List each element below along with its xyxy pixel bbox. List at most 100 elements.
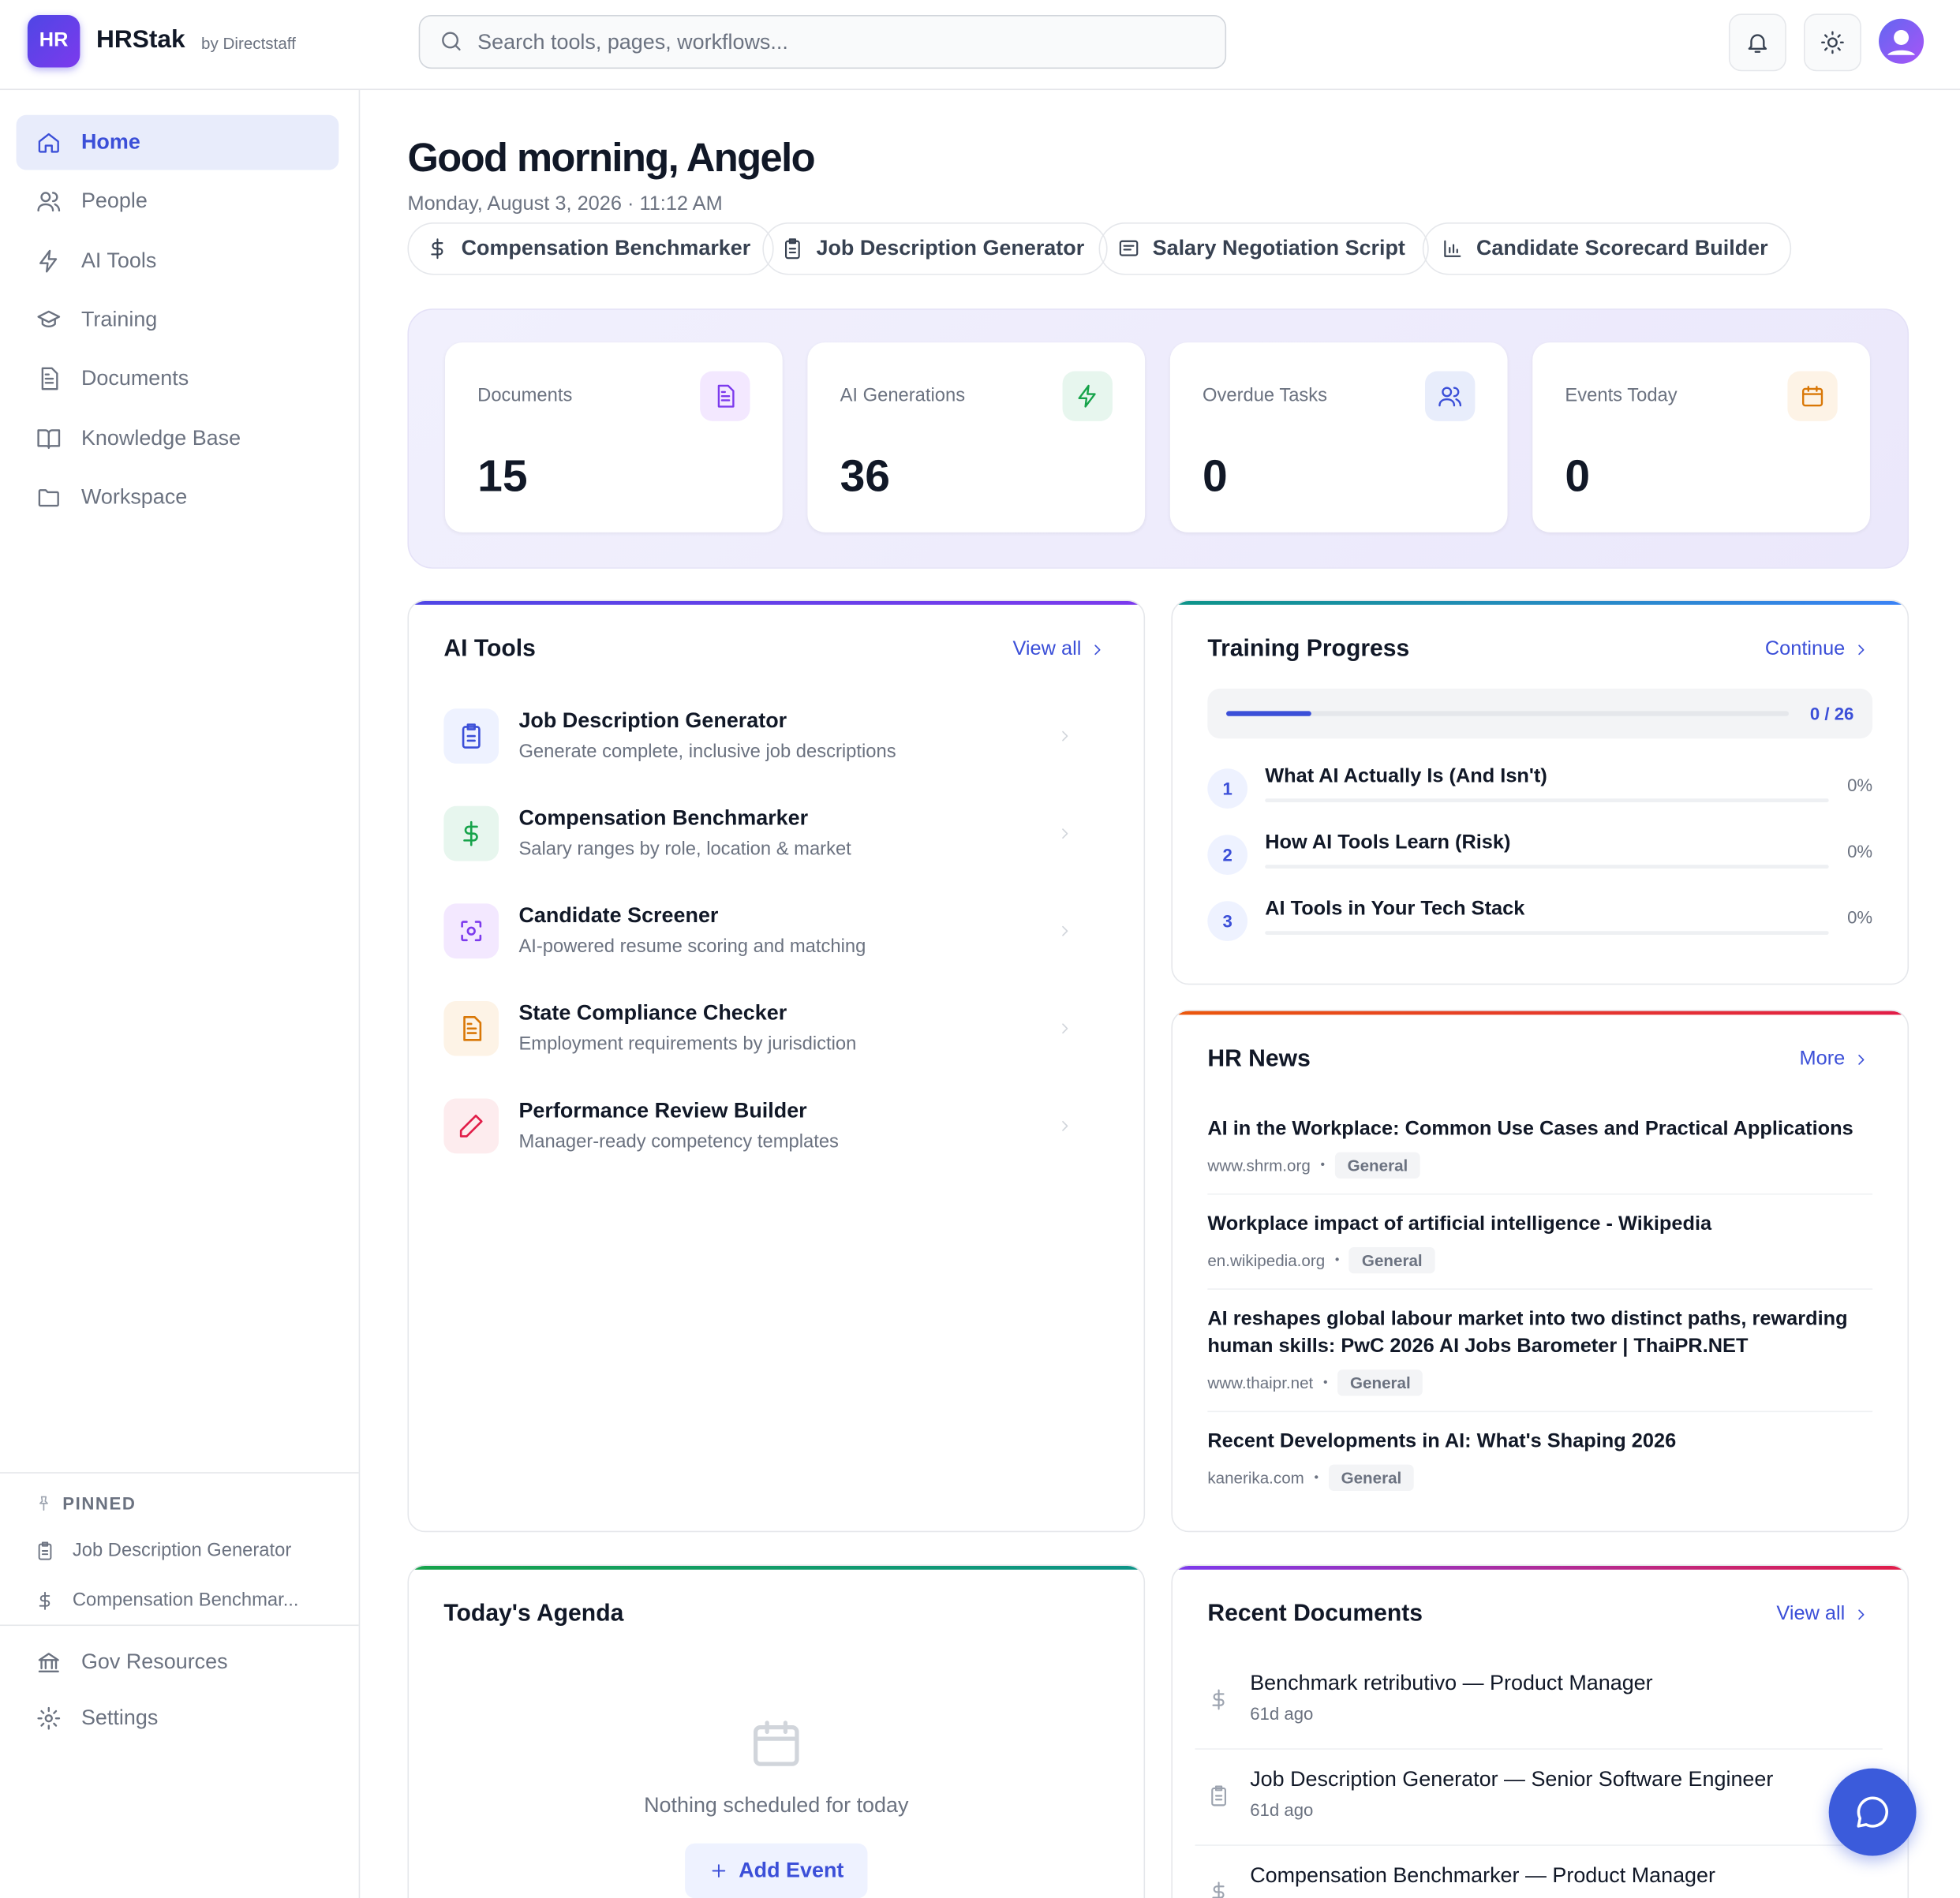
icon	[1094, 644, 1101, 656]
separator: •	[1314, 1470, 1319, 1485]
card-link[interactable]: View all	[1776, 1604, 1870, 1627]
stat-label: Documents	[477, 384, 573, 406]
document-item[interactable]: Benchmark retributivo — Product Manager 6…	[1195, 1656, 1883, 1750]
nav-item[interactable]: Workspace	[17, 469, 339, 525]
tool-name: Job Description Generator	[518, 708, 787, 733]
tool-desc: Generate complete, inclusive job descrip…	[518, 741, 896, 763]
icon	[1062, 925, 1068, 936]
quick-action[interactable]: Candidate Scorecard Builder	[1422, 222, 1792, 275]
card-accent	[409, 601, 1144, 605]
chat-button[interactable]	[1828, 1768, 1917, 1856]
greeting: Good morning, Angelo	[407, 135, 815, 181]
news-meta: kanerika.com • General	[1207, 1464, 1872, 1491]
avatar-icon	[1887, 30, 1915, 55]
nav-label: Home	[80, 129, 140, 154]
card-link-label: Continue	[1764, 638, 1846, 660]
tool-item[interactable]: Performance Review Builder Manager-ready …	[443, 1089, 1109, 1164]
logo: HR	[27, 15, 80, 68]
news-tag: General	[1349, 1247, 1435, 1274]
news-meta: en.wikipedia.org • General	[1207, 1247, 1872, 1274]
training-module[interactable]: 1 What AI Actually Is (And Isn't) 0%	[1207, 764, 1872, 813]
tool-item[interactable]: State Compliance Checker Employment requi…	[443, 991, 1109, 1066]
news-title: Recent Developments in AI: What's Shapin…	[1207, 1430, 1677, 1452]
document-item[interactable]: Job Description Generator — Senior Softw…	[1195, 1752, 1883, 1846]
card-link[interactable]: Continue	[1765, 639, 1870, 662]
ai-tools-card: AI Tools View all Job Description Generato…	[407, 600, 1146, 1533]
module-title: AI Tools in Your Tech Stack	[1265, 899, 1525, 920]
training-module[interactable]: 2 How AI Tools Learn (Risk) 0%	[1207, 830, 1872, 880]
module-title: What AI Actually Is (And Isn't)	[1265, 766, 1547, 788]
nav-label: Documents	[80, 366, 189, 390]
stat-icon	[1424, 371, 1476, 421]
header: HR HRStak by Directstaff Search tools, page…	[0, 0, 1960, 91]
icon	[717, 384, 735, 408]
tool-icon	[443, 805, 499, 861]
quick-action[interactable]: Job Description Generator	[762, 222, 1109, 275]
tool-icon	[443, 708, 499, 764]
news-item[interactable]: Recent Developments in AI: What's Shapin…	[1207, 1429, 1872, 1506]
tool-item[interactable]: Job Description Generator Generate comple…	[443, 699, 1109, 774]
user-avatar[interactable]	[1879, 18, 1924, 64]
notifications-button[interactable]	[1728, 13, 1786, 72]
tool-name: Candidate Screener	[518, 903, 719, 928]
divider	[0, 1472, 359, 1474]
news-item[interactable]: AI in the Workplace: Common Use Cases an…	[1207, 1116, 1873, 1195]
module-title: How AI Tools Learn (Risk)	[1265, 832, 1511, 854]
nav-item[interactable]: AI Tools	[17, 234, 339, 289]
add-event-button[interactable]: Add Event	[685, 1843, 868, 1898]
module-percent: 0%	[1847, 775, 1873, 795]
nav-item[interactable]: Gov Resources	[17, 1635, 339, 1690]
nav-label: Settings	[80, 1706, 159, 1730]
icon	[1212, 1689, 1225, 1710]
document-item[interactable]: Compensation Benchmarker — Product Manag…	[1195, 1848, 1882, 1898]
pinned-item[interactable]: Compensation Benchmar...	[35, 1590, 299, 1611]
agenda-card: Today's Agenda Nothing scheduled for toda…	[407, 1564, 1146, 1898]
module-number: 3	[1207, 901, 1248, 941]
pinned-item[interactable]: Job Description Generator	[35, 1540, 291, 1561]
nav-item[interactable]: Training	[17, 293, 339, 348]
nav-item[interactable]: Knowledge Base	[17, 410, 339, 465]
icon	[463, 820, 478, 846]
news-card: HR News More AI in the Workplace: Common U…	[1171, 1010, 1910, 1533]
icon	[1062, 730, 1068, 742]
divider	[0, 1624, 359, 1627]
card-title: HR News	[1207, 1045, 1311, 1073]
news-title: Workplace impact of artificial intellige…	[1207, 1213, 1712, 1235]
tool-icon	[443, 1000, 499, 1056]
icon	[1748, 34, 1767, 53]
icon	[39, 1496, 48, 1511]
nav-item[interactable]: People	[17, 174, 339, 230]
add-event-label: Add Event	[739, 1858, 844, 1882]
quick-action-label: Candidate Scorecard Builder	[1476, 236, 1768, 260]
news-item[interactable]: Workplace impact of artificial intellige…	[1207, 1211, 1873, 1290]
icon	[1212, 1881, 1225, 1898]
nav-item[interactable]: Home	[16, 114, 339, 170]
icon	[459, 1114, 483, 1138]
tool-item[interactable]: Candidate Screener AI-powered resume scor…	[443, 894, 1109, 969]
nav-item[interactable]: Documents	[17, 351, 339, 406]
progress-track	[1226, 711, 1789, 716]
brand: HRStak	[95, 26, 185, 54]
brand-byline: by Directstaff	[201, 33, 296, 53]
training-module[interactable]: 3 AI Tools in Your Tech Stack 0%	[1207, 896, 1872, 946]
news-title: AI reshapes global labour market into tw…	[1207, 1308, 1848, 1358]
news-item[interactable]: AI reshapes global labour market into tw…	[1207, 1306, 1873, 1413]
search-box[interactable]: Search tools, pages, workflows...	[418, 15, 1227, 69]
module-number: 1	[1207, 768, 1248, 809]
card-link[interactable]: View all	[1012, 639, 1106, 662]
card-link[interactable]: More	[1800, 1048, 1870, 1071]
module-number: 2	[1207, 835, 1248, 875]
quick-action[interactable]: Compensation Benchmarker	[407, 222, 775, 275]
nav-item[interactable]: Settings	[17, 1691, 339, 1746]
quick-action[interactable]: Salary Negotiation Script	[1098, 222, 1430, 275]
card-accent	[409, 1566, 1144, 1570]
tool-icon	[443, 1098, 499, 1154]
tool-desc: Salary ranges by role, location & market	[518, 838, 851, 860]
theme-toggle[interactable]	[1804, 13, 1861, 72]
pinned-title: PINNED	[62, 1493, 137, 1514]
card-accent	[1172, 1566, 1908, 1570]
nav-label: Workspace	[80, 484, 188, 509]
tool-item[interactable]: Compensation Benchmarker Salary ranges by…	[443, 796, 1109, 871]
document-title: Compensation Benchmarker — Product Manag…	[1250, 1863, 1715, 1888]
icon	[461, 921, 482, 942]
